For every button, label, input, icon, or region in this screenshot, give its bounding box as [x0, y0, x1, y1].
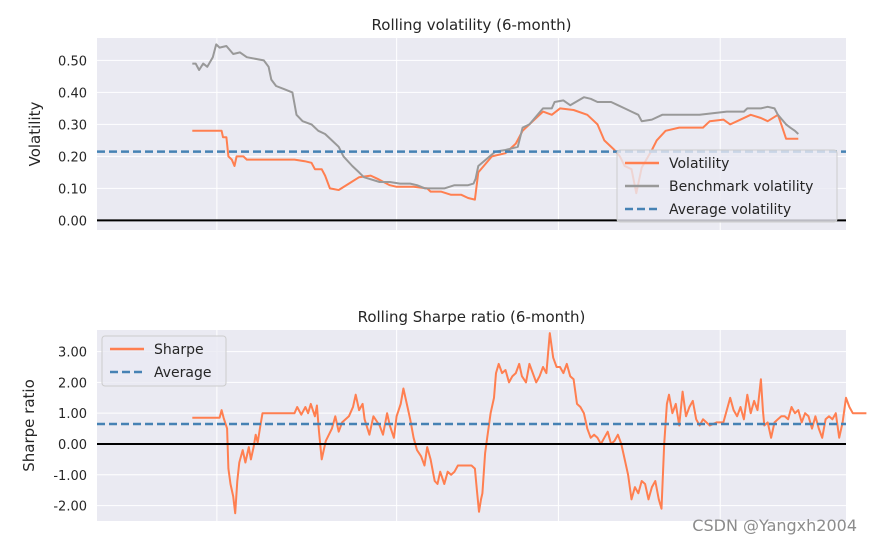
- legend-label: Benchmark volatility: [669, 179, 813, 195]
- legend-label: Average: [154, 365, 212, 381]
- y-tick-label: 0.30: [58, 118, 87, 133]
- y-tick-label: 0.20: [58, 150, 87, 165]
- y-tick-label: 0.40: [58, 86, 87, 101]
- y-tick-label: 0.50: [58, 54, 87, 69]
- watermark-text: CSDN @Yangxh2004: [692, 516, 857, 535]
- series-line-1: [192, 43, 799, 190]
- y-axis-label: Volatility: [26, 101, 44, 166]
- y-tick-label: -1.00: [53, 469, 87, 484]
- y-tick-label: 3.00: [58, 346, 87, 361]
- legend-box: [616, 149, 838, 223]
- legend-label: Volatility: [669, 156, 729, 172]
- y-tick-label: 0.00: [58, 214, 87, 229]
- y-tick-label: -2.00: [53, 500, 87, 515]
- y-tick-label: 0.00: [58, 438, 87, 453]
- y-tick-label: 1.00: [58, 407, 87, 422]
- sharpe-panel: -2.00 -1.00 0.00 1.00 2.00 3.00 Rolling Sharpe…: [20, 308, 867, 521]
- legend-label: Average volatility: [669, 202, 791, 218]
- y-axis-label: Sharpe ratio: [20, 379, 38, 472]
- y-tick-label: 0.10: [58, 182, 87, 197]
- chart-title: Rolling volatility (6-month): [372, 16, 572, 34]
- volatility-panel: 0.00 0.10 0.20 0.30 0.40 0.50 Rolling volatili…: [26, 16, 846, 230]
- series-line-0: [192, 332, 867, 515]
- y-tick-label: 2.00: [58, 376, 87, 391]
- series-line-0: [192, 107, 799, 201]
- chart-title: Rolling Sharpe ratio (6-month): [358, 308, 586, 326]
- legend-label: Sharpe: [154, 342, 204, 358]
